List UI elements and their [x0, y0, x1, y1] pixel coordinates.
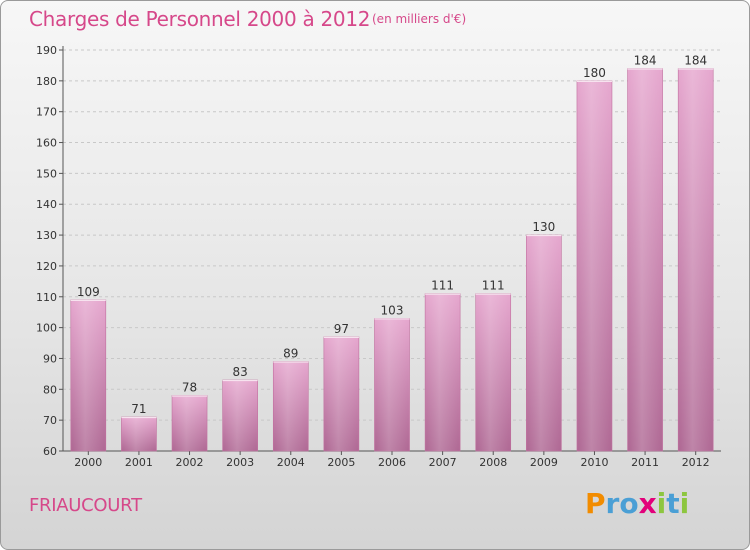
- y-tick-label: 160: [36, 137, 57, 150]
- y-tick-label: 90: [43, 352, 57, 365]
- bar-value-label: 89: [283, 347, 298, 361]
- bar-highlight: [224, 381, 256, 451]
- town-name: FRIAUCOURT: [29, 495, 142, 516]
- bar-value-label: 83: [233, 365, 248, 379]
- axes: 60 70 80 90 100 110 120 130 140 150 160 170 180 190: [36, 44, 721, 458]
- bar-highlight: [174, 396, 206, 451]
- bar-highlight: [427, 294, 459, 451]
- y-tick-label: 120: [36, 260, 57, 273]
- y-tick-label: 180: [36, 75, 57, 88]
- x-tick-label: 2004: [277, 456, 305, 469]
- x-tick-label: 2007: [429, 456, 457, 469]
- bar-highlight: [72, 300, 104, 451]
- logo-letter: x: [638, 487, 657, 520]
- bar-value-label: 109: [77, 285, 100, 299]
- x-tick-label: 2003: [226, 456, 254, 469]
- bar-highlight: [325, 337, 357, 451]
- bar-highlight: [123, 418, 155, 451]
- bar-value-label: 184: [634, 54, 657, 68]
- y-tick-label: 190: [36, 44, 57, 57]
- bar-highlight: [275, 362, 307, 451]
- y-tick-label: 150: [36, 167, 57, 180]
- chart-title: Charges de Personnel 2000 à 2012: [29, 7, 371, 31]
- bar-highlight: [528, 236, 560, 451]
- x-tick-label: 2009: [530, 456, 558, 469]
- y-tick-label: 70: [43, 414, 57, 427]
- bar-value-label: 111: [482, 279, 505, 293]
- logo-letter: t: [666, 487, 680, 520]
- logo-letter: r: [605, 487, 620, 520]
- bar-highlight: [680, 69, 712, 451]
- x-tick-label: 2006: [378, 456, 406, 469]
- bar-value-label: 184: [684, 54, 707, 68]
- x-tick-label: 2010: [580, 456, 608, 469]
- x-tick-label: 2012: [682, 456, 710, 469]
- bar-highlight: [477, 294, 509, 451]
- bar-value-label: 78: [182, 380, 197, 394]
- y-tick-label: 130: [36, 229, 57, 242]
- bar-highlight: [629, 69, 661, 451]
- bar-value-label: 130: [532, 220, 555, 234]
- x-tick-label: 2000: [74, 456, 102, 469]
- logo-letter: o: [619, 487, 639, 520]
- x-tick-label: 2008: [479, 456, 507, 469]
- x-tick-label: 2002: [176, 456, 204, 469]
- y-tick-label: 110: [36, 291, 57, 304]
- x-tick-label: 2011: [631, 456, 659, 469]
- logo-letter: P: [585, 487, 606, 520]
- proxiti-logo: Proxiti: [585, 487, 689, 520]
- chart-subtitle: (en milliers d'€): [372, 12, 467, 26]
- bar-highlight: [376, 319, 408, 451]
- y-tick-label: 170: [36, 106, 57, 119]
- x-tick-label: 2005: [327, 456, 355, 469]
- y-tick-label: 80: [43, 383, 57, 396]
- bar-highlight: [578, 81, 610, 451]
- bars: [70, 68, 714, 452]
- logo-letter: i: [656, 487, 667, 520]
- bar-value-label: 97: [334, 322, 349, 336]
- x-tick-label: 2001: [125, 456, 153, 469]
- labels: 109 2000 71 2001 78 2002 83 2003 89 2004 97 2005 103…: [74, 54, 709, 469]
- y-tick-label: 100: [36, 322, 57, 335]
- bar-value-label: 103: [381, 303, 404, 317]
- bar-value-label: 71: [131, 402, 146, 416]
- y-tick-label: 60: [43, 445, 57, 458]
- y-tick-label: 140: [36, 198, 57, 211]
- bar-value-label: 111: [431, 279, 454, 293]
- logo-letter: i: [679, 487, 690, 520]
- bar-value-label: 180: [583, 66, 606, 80]
